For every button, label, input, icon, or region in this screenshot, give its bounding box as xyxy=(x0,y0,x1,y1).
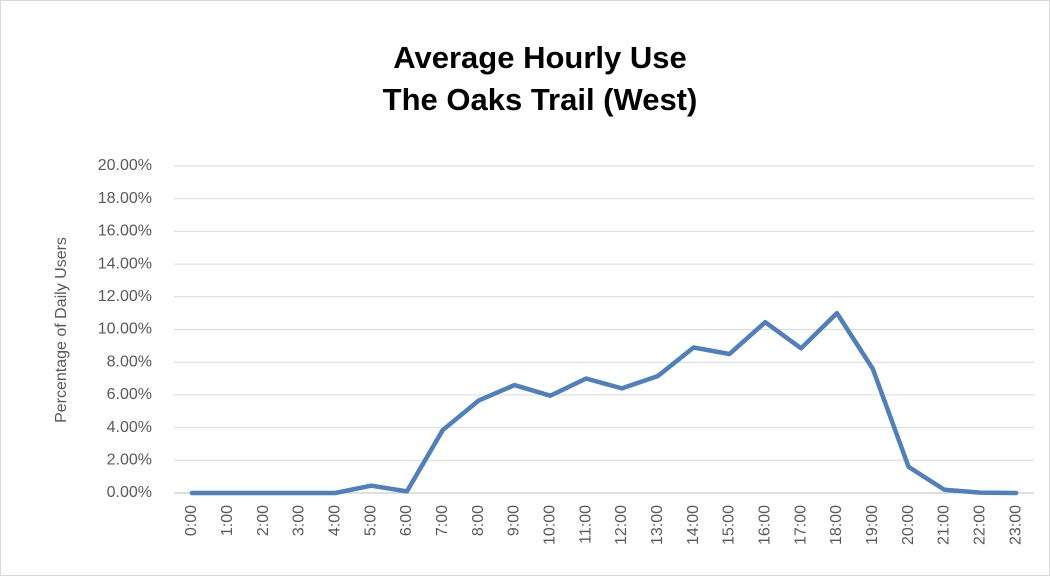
x-tick-label: 10:00 xyxy=(541,505,558,545)
chart-title: The Oaks Trail (West) xyxy=(383,82,698,117)
x-tick-label: 2:00 xyxy=(255,505,272,536)
x-tick-label: 5:00 xyxy=(362,505,379,536)
y-tick-label: 0.00% xyxy=(107,484,152,501)
x-tick-label: 16:00 xyxy=(756,505,773,545)
x-tick-label: 22:00 xyxy=(971,505,988,545)
x-tick-label: 3:00 xyxy=(291,505,308,536)
x-tick-label: 9:00 xyxy=(506,505,523,536)
x-tick-label: 7:00 xyxy=(434,505,451,536)
x-tick-label: 15:00 xyxy=(721,505,738,545)
chart-title: Average Hourly Use xyxy=(393,40,686,75)
x-tick-label: 8:00 xyxy=(470,505,487,536)
y-tick-label: 4.00% xyxy=(107,419,152,436)
x-tick-label: 19:00 xyxy=(864,505,881,545)
y-tick-label: 18.00% xyxy=(98,190,152,207)
x-tick-label: 12:00 xyxy=(613,505,630,545)
y-tick-label: 16.00% xyxy=(98,223,152,240)
x-tick-label: 17:00 xyxy=(792,505,809,545)
x-tick-label: 6:00 xyxy=(398,505,415,536)
y-axis-label: Percentage of Daily Users xyxy=(53,237,70,423)
y-tick-label: 14.00% xyxy=(98,255,152,272)
y-tick-label: 12.00% xyxy=(98,288,152,305)
data-line xyxy=(189,310,1019,496)
x-tick-label: 14:00 xyxy=(685,505,702,545)
x-tick-label: 18:00 xyxy=(828,505,845,545)
x-tick-label: 23:00 xyxy=(1007,505,1024,545)
x-tick-label: 20:00 xyxy=(900,505,917,545)
x-tick-label: 1:00 xyxy=(219,505,236,536)
y-tick-label: 8.00% xyxy=(107,353,152,370)
y-tick-label: 6.00% xyxy=(107,386,152,403)
x-tick-label: 13:00 xyxy=(649,505,666,545)
x-tick-label: 4:00 xyxy=(326,505,343,536)
y-tick-label: 2.00% xyxy=(107,452,152,469)
x-tick-label: 0:00 xyxy=(183,505,200,536)
x-tick-label: 21:00 xyxy=(936,505,953,545)
x-tick-label: 11:00 xyxy=(577,505,594,544)
y-tick-label: 10.00% xyxy=(98,321,152,338)
y-tick-label: 20.00% xyxy=(98,157,152,174)
